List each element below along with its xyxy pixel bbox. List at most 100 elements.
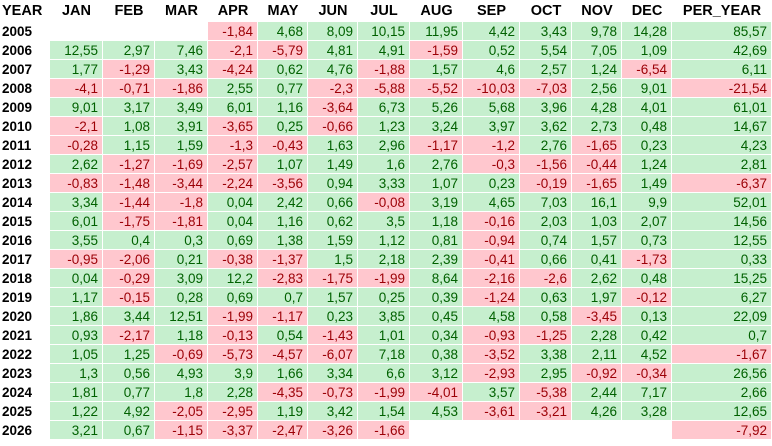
return-cell: 1,25 (103, 345, 155, 364)
return-cell: -3,56 (258, 174, 308, 193)
year-label: 2018 (2, 271, 33, 286)
return-cell: 0,66 (308, 193, 358, 212)
return-cell: 1,86 (50, 307, 103, 326)
return-cell: -0,08 (358, 193, 410, 212)
return-cell: 1,07 (258, 155, 308, 174)
return-cell: 3,33 (358, 174, 410, 193)
return-cell: -7,03 (520, 79, 572, 98)
return-cell: 4,23 (672, 136, 772, 155)
return-cell: 2,39 (410, 250, 463, 269)
return-cell: 3,57 (463, 383, 520, 402)
return-cell: 5,26 (410, 98, 463, 117)
return-cell: 12,55 (672, 231, 772, 250)
return-cell: -10,03 (463, 79, 520, 98)
return-cell: 2,28 (572, 326, 622, 345)
return-cell: -3,37 (208, 421, 258, 440)
return-cell: 3,12 (410, 364, 463, 383)
return-cell: 1,24 (572, 60, 622, 79)
return-cell: -0,94 (463, 231, 520, 250)
return-cell: 0,7 (258, 288, 308, 307)
return-cell: -2,24 (208, 174, 258, 193)
column-header: MAR (164, 3, 199, 19)
return-cell: 14,56 (672, 212, 772, 231)
return-cell: -1,99 (358, 383, 410, 402)
return-cell: -3,26 (308, 421, 358, 440)
return-cell: -0,28 (50, 136, 103, 155)
return-cell: 85,57 (672, 22, 772, 41)
return-cell: -1,99 (358, 269, 410, 288)
return-cell: 0,62 (258, 60, 308, 79)
return-cell: 42,69 (672, 41, 772, 60)
return-cell: 3,91 (155, 117, 208, 136)
return-cell: 1,18 (155, 326, 208, 345)
return-cell: -1,3 (208, 136, 258, 155)
return-cell: 0,48 (622, 117, 672, 136)
return-cell: -3,44 (155, 174, 208, 193)
return-cell: -2,6 (520, 269, 572, 288)
year-label: 2006 (2, 43, 33, 58)
return-cell: -1,15 (155, 421, 208, 440)
return-cell: -0,83 (50, 174, 103, 193)
return-cell: 0,3 (155, 231, 208, 250)
return-cell: -1,37 (258, 250, 308, 269)
return-cell: 2,96 (358, 136, 410, 155)
return-cell: 0,04 (208, 193, 258, 212)
return-cell: 10,15 (358, 22, 410, 41)
return-cell: 6,6 (358, 364, 410, 383)
return-cell: -6,54 (622, 60, 672, 79)
return-cell: 3,28 (622, 402, 672, 421)
return-cell: 9,78 (572, 22, 622, 41)
return-cell: 1,63 (308, 136, 358, 155)
return-cell: 12,55 (50, 41, 103, 60)
return-cell: -4,57 (258, 345, 308, 364)
year-label: 2016 (2, 233, 33, 248)
return-cell: -1,2 (463, 136, 520, 155)
return-cell: 0,54 (258, 326, 308, 345)
return-cell: 12,65 (672, 402, 772, 421)
return-cell: -0,71 (103, 79, 155, 98)
return-cell: -2,57 (208, 155, 258, 174)
return-cell: 0,62 (308, 212, 358, 231)
return-cell: 2,62 (572, 269, 622, 288)
return-cell: -2,06 (103, 250, 155, 269)
return-cell: -0,34 (622, 364, 672, 383)
return-cell: 3,34 (50, 193, 103, 212)
return-cell: 0,67 (103, 421, 155, 440)
column-header: MAY (267, 3, 299, 19)
return-cell: 6,01 (50, 212, 103, 231)
return-cell: -1,17 (410, 136, 463, 155)
year-label: 2014 (2, 195, 33, 210)
return-cell: 3,19 (410, 193, 463, 212)
return-cell: -2,47 (258, 421, 308, 440)
return-cell: -3,21 (520, 402, 572, 421)
return-cell: 0,73 (622, 231, 672, 250)
column-header: DEC (631, 3, 663, 19)
return-cell: -4,35 (258, 383, 308, 402)
return-cell: 5,54 (520, 41, 572, 60)
return-cell: -2,93 (463, 364, 520, 383)
return-cell: 0,52 (463, 41, 520, 60)
year-label: 2007 (2, 62, 33, 77)
return-cell: 1,18 (410, 212, 463, 231)
return-cell: 2,62 (50, 155, 103, 174)
return-cell: -0,41 (463, 250, 520, 269)
return-cell: 4,68 (258, 22, 308, 41)
return-cell: 2,44 (572, 383, 622, 402)
return-cell: -1,56 (520, 155, 572, 174)
year-label: 2009 (2, 100, 33, 115)
return-cell: 9,01 (50, 98, 103, 117)
return-cell: 7,46 (155, 41, 208, 60)
return-cell: 1,59 (308, 231, 358, 250)
year-label: 2015 (2, 214, 33, 229)
return-cell: -1,66 (358, 421, 410, 440)
return-cell: 4,42 (463, 22, 520, 41)
return-cell: 0,81 (410, 231, 463, 250)
return-cell: 0,28 (155, 288, 208, 307)
column-header: NOV (581, 3, 613, 19)
return-cell: 26,56 (672, 364, 772, 383)
return-cell: -0,19 (520, 174, 572, 193)
return-cell: -0,95 (50, 250, 103, 269)
return-cell: -1,59 (410, 41, 463, 60)
year-label: 2026 (2, 423, 33, 438)
return-cell: -3,52 (463, 345, 520, 364)
